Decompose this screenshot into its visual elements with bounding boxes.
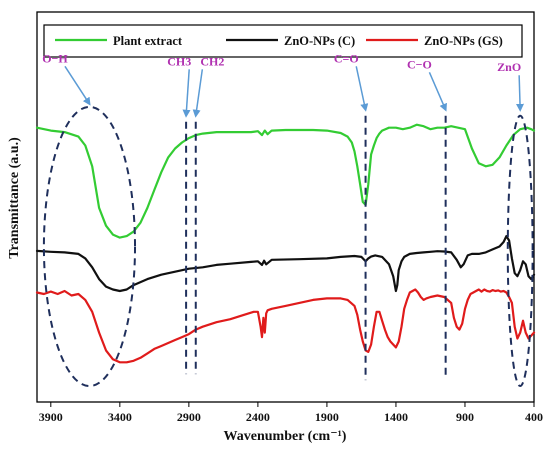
annotation-ellipse-zno <box>506 114 534 388</box>
legend-label-plant-extract: Plant extract <box>113 34 183 48</box>
x-axis-label: Wavenumber (cm⁻¹) <box>224 429 347 444</box>
legend-label-zno-gs: ZnO-NPs (GS) <box>424 34 503 48</box>
legend-label-zno-c: ZnO-NPs (C) <box>284 34 355 48</box>
x-axis-ticks: 3900 3400 2900 2400 1900 1400 900 400 <box>39 402 543 424</box>
x-tick-label: 2400 <box>246 410 270 424</box>
series-layer <box>35 123 536 364</box>
annotation-arrow-ch2 <box>192 69 204 118</box>
annotation-arrow-ch3 <box>182 69 191 118</box>
series-line-plant-extract <box>35 123 536 239</box>
annotation-arrow-c-o <box>428 71 447 112</box>
series-line-zno-nps-gs <box>35 288 536 364</box>
y-axis-label: Transmittance (a.u.) <box>7 137 22 259</box>
x-tick-label: 900 <box>456 410 474 424</box>
legend: Plant extract ZnO-NPs (C) ZnO-NPs (GS) <box>43 24 523 58</box>
annotation-label-ch2: CH2 <box>200 54 224 68</box>
annotation-label-c-o: C−O <box>407 57 432 71</box>
x-tick-label: 400 <box>525 410 543 424</box>
legend-box <box>43 24 523 58</box>
annotation-label-c-o: C=O <box>334 51 359 65</box>
annotation-arrow-c-o <box>355 66 369 112</box>
series-line-zno-nps-c <box>35 235 536 293</box>
x-tick-label: 3900 <box>39 410 63 424</box>
x-tick-label: 2900 <box>177 410 201 424</box>
annotation-label-o-h: O−H <box>42 51 68 65</box>
x-tick-label: 1400 <box>384 410 408 424</box>
plot-frame <box>36 11 535 403</box>
annotation-arrow-zno <box>516 75 525 112</box>
annotation-ellipse-o-h <box>42 105 137 388</box>
annotation-arrow-o-h <box>64 65 91 106</box>
annotation-label-ch3: CH3 <box>167 54 191 68</box>
annotation-layer: O−H CH3 CH2 C=O C−O ZnO <box>42 51 534 388</box>
x-tick-label: 1900 <box>315 410 339 424</box>
annotation-label-zno: ZnO <box>497 60 521 74</box>
x-tick-label: 3400 <box>108 410 132 424</box>
